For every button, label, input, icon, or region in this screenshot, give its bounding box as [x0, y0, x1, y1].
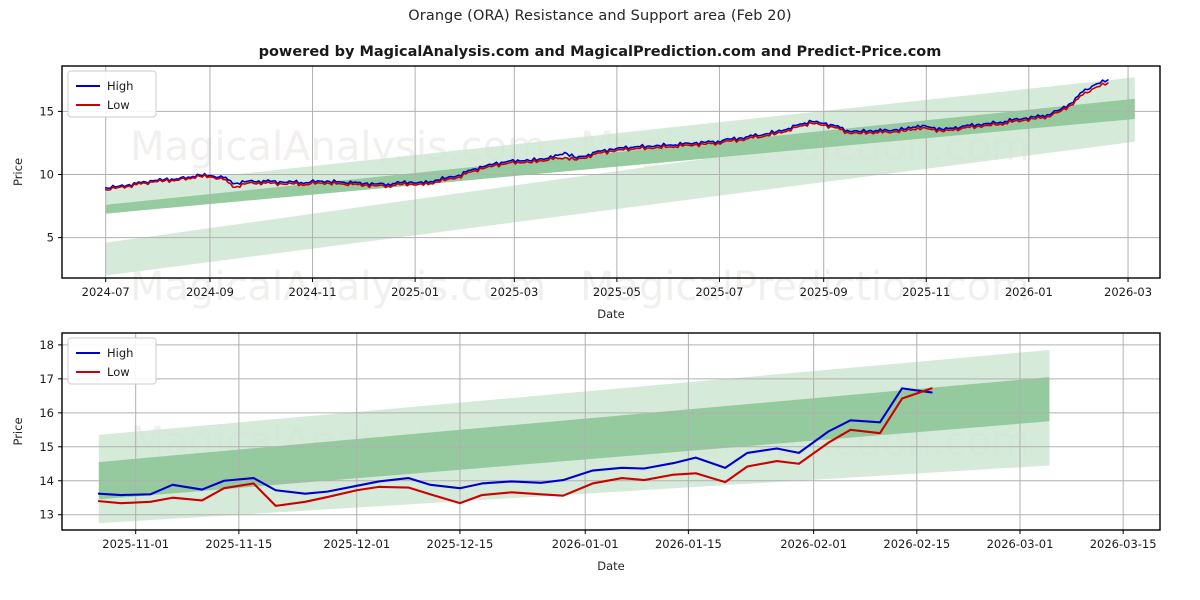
x-tick-label: 2025-11-01: [102, 537, 169, 551]
chart-legend[interactable]: High Low: [67, 70, 157, 118]
band-layer: [105, 77, 1135, 276]
page-subtitle: powered by MagicalAnalysis.com and Magic…: [258, 44, 942, 60]
x-tick-label: 2025-12-01: [323, 537, 390, 551]
x-tick-label: 2025-11-15: [205, 537, 272, 551]
legend-label-low: Low: [107, 365, 130, 379]
gridlines: [62, 66, 1160, 278]
axis-layer: 5 10 15 2024-07 2024-09 2024-11 2025-01 2025-03…: [39, 104, 1152, 299]
series-layer: [104, 79, 1109, 191]
x-tick-label: 2024-11: [289, 285, 337, 299]
x-tick-label: 2025-01: [391, 285, 439, 299]
x-tick-label: 2026-03-15: [1090, 537, 1157, 551]
zoom-chart-svg: MagicalAnalysis.comMagicalPrediction.com…: [11, 332, 1161, 573]
series-line-high: [97, 387, 933, 497]
y-tick-label: 18: [39, 338, 54, 352]
x-tick-label: 2025-07: [695, 285, 743, 299]
overview-chart-svg: MagicalAnalysis.com MagicalPrediction.com…: [11, 65, 1161, 321]
x-tick-label: 2024-07: [82, 285, 130, 299]
band-layer: [98, 349, 1050, 524]
x-tick-label: 2025-11: [902, 285, 950, 299]
x-tick-label: 2026-01-15: [655, 537, 722, 551]
x-tick-label: 2025-12-15: [427, 537, 494, 551]
y-tick-label: 13: [39, 508, 54, 522]
x-axis-title: Date: [597, 307, 625, 321]
legend-label-high: High: [107, 79, 133, 93]
x-tick-label: 2026-02-15: [883, 537, 950, 551]
y-axis-title: Price: [11, 158, 25, 186]
x-tick-label: 2026-01: [1005, 285, 1053, 299]
page-title: Orange (ORA) Resistance and Support area…: [408, 8, 792, 24]
axis-layer: 13 14 15 16 17 18 2025-11-01 2025-11-15 2025-12-…: [39, 338, 1156, 551]
x-tick-label: 2026-02-01: [780, 537, 847, 551]
y-tick-label: 10: [39, 168, 54, 182]
plot-frame: [61, 65, 1161, 279]
x-tick-label: 2024-09: [186, 285, 234, 299]
legend-label-high: High: [107, 346, 133, 360]
legend-label-low: Low: [107, 98, 130, 112]
plot-frame: [61, 332, 1161, 531]
x-tick-label: 2026-03-01: [987, 537, 1054, 551]
zoom-chart-panel: MagicalAnalysis.comMagicalPrediction.com…: [0, 325, 1200, 600]
watermark-text: MagicalPrediction.com: [580, 264, 1030, 310]
y-tick-label: 15: [39, 440, 54, 454]
overview-chart-panel: MagicalAnalysis.com MagicalPrediction.com…: [0, 60, 1200, 370]
y-axis-title: Price: [11, 417, 25, 445]
y-tick-label: 16: [39, 406, 54, 420]
series-line-low: [97, 387, 933, 507]
x-tick-label: 2026-03: [1104, 285, 1152, 299]
chart-legend[interactable]: High Low: [67, 337, 157, 385]
overlap-band: [98, 377, 1050, 500]
x-tick-label: 2025-05: [593, 285, 641, 299]
series-line-high: [104, 79, 1109, 190]
x-tick-label: 2025-03: [490, 285, 538, 299]
y-tick-label: 14: [39, 474, 54, 488]
series-line-low: [104, 82, 1109, 191]
y-tick-label: 15: [39, 104, 54, 118]
y-tick-label: 17: [39, 372, 54, 386]
support-band: [105, 98, 1135, 276]
y-tick-label: 5: [47, 231, 54, 245]
series-layer: [97, 387, 933, 507]
x-tick-label: 2025-09: [800, 285, 848, 299]
watermark-text: MagicalAnalysis.com: [130, 264, 546, 310]
x-axis-title: Date: [597, 559, 625, 573]
x-tick-label: 2026-01-01: [552, 537, 619, 551]
